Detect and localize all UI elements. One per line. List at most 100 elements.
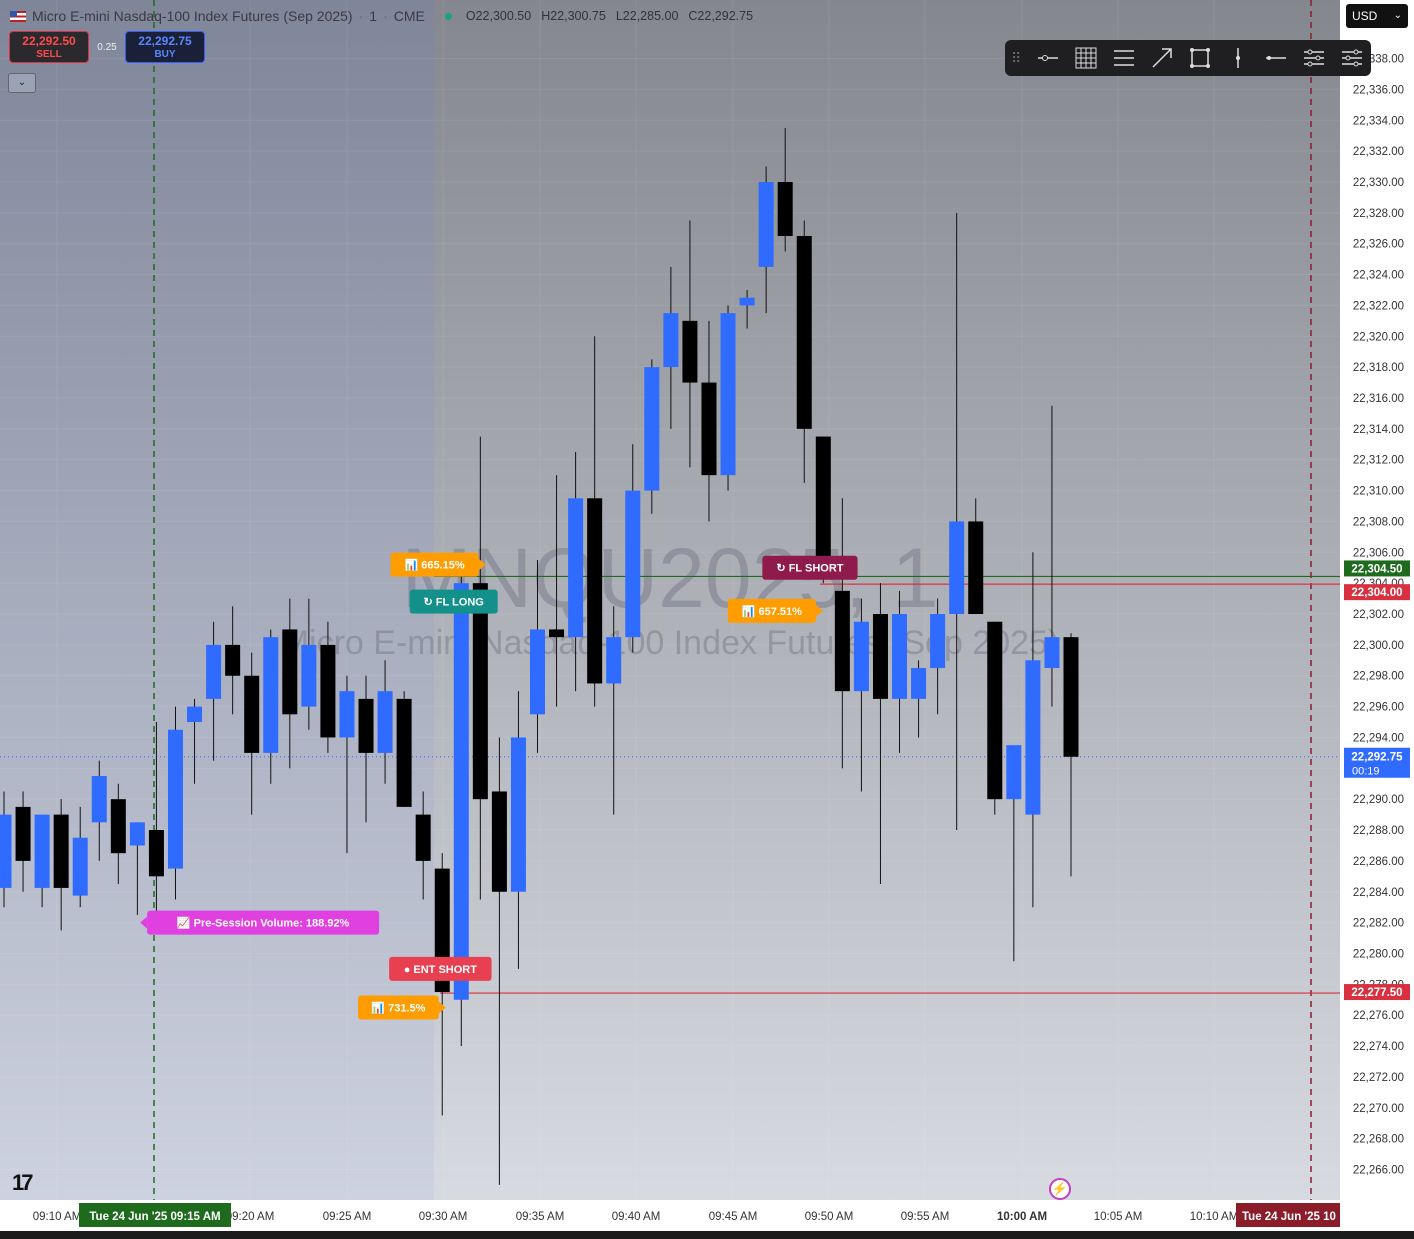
ohlc-high: H22,300.75 bbox=[541, 9, 606, 23]
time-marker-badge bbox=[1236, 1203, 1340, 1227]
price-tick-label: 22,310.00 bbox=[1353, 486, 1404, 498]
level-lines bbox=[0, 575, 1340, 994]
candle-body bbox=[739, 297, 755, 306]
price-tick-label: 22,336.00 bbox=[1353, 84, 1404, 96]
price-tick-label: 22,288.00 bbox=[1353, 825, 1404, 837]
lightning-icon[interactable]: ⚡ bbox=[1049, 1178, 1071, 1200]
candle-body bbox=[301, 644, 317, 707]
bottom-bar bbox=[0, 1231, 1414, 1239]
price-tick-label: 22,326.00 bbox=[1353, 239, 1404, 251]
indicator-annotations: 📊 665.15% ↻ FL LONG ↻ FL SHORT 📊 657.51% 📈 P… bbox=[140, 552, 858, 1020]
price-tick-label: 22,308.00 bbox=[1353, 516, 1404, 528]
trend-arrow-icon[interactable] bbox=[1143, 43, 1181, 73]
buy-button[interactable]: 22,292.75 BUY bbox=[125, 31, 205, 63]
chevron-down-icon: ⌄ bbox=[1393, 10, 1402, 21]
time-axis[interactable]: 09:10 AM 09:20 AM 09:25 AM 09:30 AM 09:35 AM… bbox=[33, 1203, 1340, 1227]
trade-panel: 22,292.50 SELL 0.25 22,292.75 BUY bbox=[9, 31, 205, 63]
level-price-text: 22,304.00 bbox=[1351, 587, 1402, 599]
candle-body bbox=[1025, 660, 1041, 815]
annotation-label: ↻ FL LONG bbox=[409, 589, 498, 614]
candle-body bbox=[720, 313, 736, 476]
buy-price: 22,292.75 bbox=[138, 34, 192, 48]
candle-body bbox=[587, 498, 603, 684]
level-price-badge bbox=[1344, 584, 1410, 601]
time-tick-label: 09:45 AM bbox=[709, 1211, 758, 1223]
tradingview-logo-icon[interactable]: 17 bbox=[12, 1170, 34, 1195]
sell-button[interactable]: 22,292.50 SELL bbox=[9, 31, 89, 63]
annotation-text: ↻ FL LONG bbox=[423, 597, 483, 609]
candle-body bbox=[892, 614, 908, 699]
ohlc-close: C22,292.75 bbox=[688, 9, 754, 23]
time-tick-label: 09:10 AM bbox=[33, 1211, 82, 1223]
annotation-text: 📊 665.15% bbox=[405, 559, 465, 572]
candle-body bbox=[472, 583, 488, 800]
symbol-title[interactable]: Micro E-mini Nasdaq-100 Index Futures (S… bbox=[32, 8, 353, 24]
price-tick-label: 22,272.00 bbox=[1353, 1072, 1404, 1084]
drag-handle-icon[interactable]: ⠿ bbox=[1011, 49, 1022, 66]
time-marker-badge bbox=[79, 1203, 231, 1227]
level-price-badge bbox=[1344, 560, 1410, 577]
candle-body bbox=[796, 235, 812, 429]
spread-value: 0.25 bbox=[97, 41, 117, 53]
annotation-badge bbox=[727, 598, 816, 623]
candle-body bbox=[110, 799, 126, 854]
annotation-pointer bbox=[438, 1001, 446, 1014]
price-tick-label: 22,312.00 bbox=[1353, 455, 1404, 467]
parallel-channel-icon[interactable] bbox=[1105, 43, 1143, 73]
annotation-badge bbox=[390, 552, 479, 577]
object-tree-icon[interactable] bbox=[1333, 43, 1371, 73]
annotation-badge bbox=[409, 589, 498, 614]
candle-body bbox=[34, 814, 50, 888]
candle-body bbox=[491, 791, 507, 892]
price-tick-label: 22,332.00 bbox=[1353, 146, 1404, 158]
vertical-line-icon[interactable] bbox=[1219, 43, 1257, 73]
settings-lines-icon[interactable] bbox=[1295, 43, 1333, 73]
price-tick-label: 22,290.00 bbox=[1353, 794, 1404, 806]
annotation-text: ● ENT SHORT bbox=[404, 964, 478, 976]
time-tick-label: 09:55 AM bbox=[901, 1211, 950, 1223]
candle-body bbox=[377, 691, 393, 753]
price-tick-label: 22,322.00 bbox=[1353, 300, 1404, 312]
pre-session-shade bbox=[0, 0, 434, 1200]
horizontal-line-icon[interactable] bbox=[1257, 43, 1295, 73]
candle-body bbox=[415, 814, 431, 861]
currency-select[interactable]: USD ⌄ bbox=[1346, 4, 1408, 28]
price-tick-label: 22,324.00 bbox=[1353, 270, 1404, 282]
candle-body bbox=[911, 668, 927, 699]
time-tick-label: 10:00 AM bbox=[997, 1211, 1047, 1223]
rectangle-icon[interactable] bbox=[1181, 43, 1219, 73]
us-flag-icon bbox=[10, 10, 26, 22]
price-tick-label: 22,296.00 bbox=[1353, 702, 1404, 714]
price-tick-label: 22,280.00 bbox=[1353, 948, 1404, 960]
grid-icon[interactable] bbox=[1067, 43, 1105, 73]
time-tick-label: 09:40 AM bbox=[612, 1211, 661, 1223]
candle-body bbox=[1063, 637, 1079, 757]
price-axis[interactable]: 22,266.00 22,268.00 22,270.00 22,272.00 22,2… bbox=[1344, 54, 1410, 1177]
candle-body bbox=[644, 367, 660, 491]
candle-body bbox=[148, 830, 164, 877]
annotation-text: ↻ FL SHORT bbox=[776, 563, 843, 575]
time-tick-label: 09:50 AM bbox=[805, 1211, 854, 1223]
annotation-text: 📊 731.5% bbox=[371, 1001, 425, 1014]
price-tick-label: 22,270.00 bbox=[1353, 1103, 1404, 1115]
candle-body bbox=[129, 822, 145, 846]
candle-body bbox=[167, 729, 183, 869]
horizontal-ray-icon[interactable] bbox=[1029, 43, 1067, 73]
candle-body bbox=[72, 837, 88, 896]
interval-label[interactable]: 1 bbox=[369, 8, 378, 24]
chart-grid bbox=[0, 0, 1340, 1200]
candle-body bbox=[510, 737, 526, 892]
price-tick-label: 22,328.00 bbox=[1353, 208, 1404, 220]
ohlc-open: O22,300.50 bbox=[465, 9, 532, 23]
candle-body bbox=[396, 698, 412, 807]
candle-body bbox=[606, 637, 622, 684]
drawing-toolbar: ⠿ bbox=[1005, 40, 1371, 76]
chevron-down-icon[interactable]: ⌄ bbox=[8, 73, 36, 93]
price-tick-label: 22,300.00 bbox=[1353, 640, 1404, 652]
session-markers bbox=[153, 0, 1312, 1200]
annotation-label: 📊 665.15% bbox=[390, 552, 486, 577]
annotation-text: 📈 Pre-Session Volume: 188.92% bbox=[177, 917, 350, 930]
time-tick-label: 09:35 AM bbox=[516, 1211, 565, 1223]
time-marker-text: Tue 24 Jun '25 09:15 AM bbox=[89, 1211, 220, 1223]
